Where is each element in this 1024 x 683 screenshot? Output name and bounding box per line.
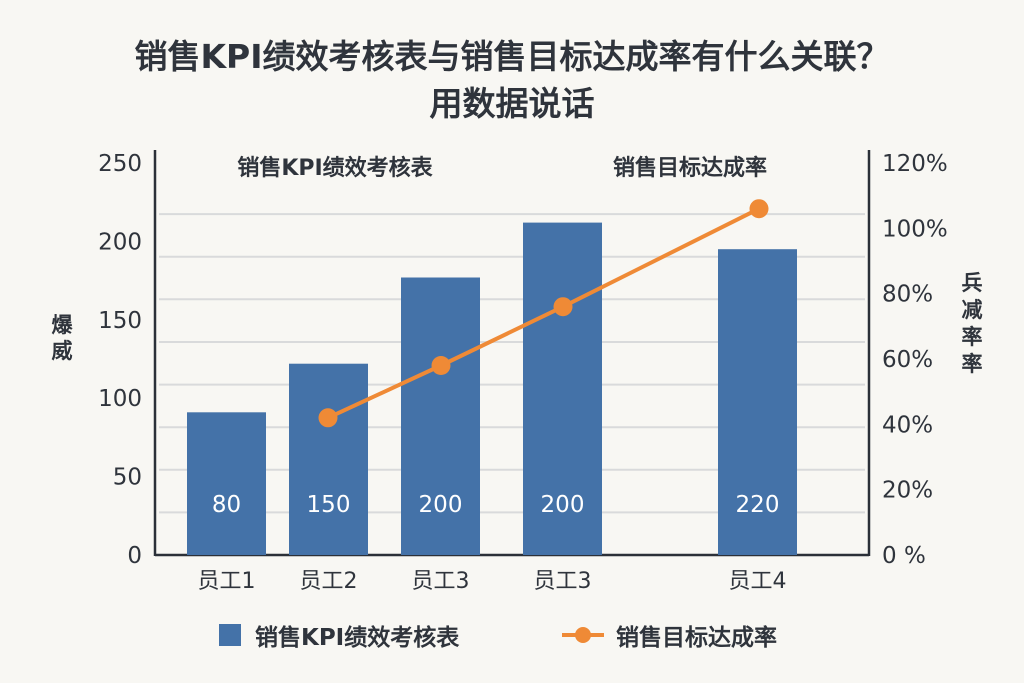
legend-label: 销售目标达成率 — [616, 625, 777, 651]
bar-value-label: 200 — [419, 492, 463, 518]
legend-label: 销售KPI绩效考核表 — [255, 625, 460, 651]
rate-line — [327, 206, 760, 420]
left-y-axis-label: 爆 — [52, 313, 74, 337]
chart-title-line-2: 用数据说话 — [429, 84, 595, 123]
x-category-label: 员工3 — [412, 569, 470, 594]
right-y-tick-label: 0 % — [882, 543, 926, 569]
legend-bar-swatch-icon — [219, 624, 241, 646]
right-y-axis-label: 率 — [962, 325, 983, 349]
legend-line-marker-icon — [562, 625, 608, 645]
chart-title-line-1: 销售KPI绩效考核表与销售目标达成率有什么关联？ — [134, 37, 890, 76]
left-y-tick-label: 100 — [98, 386, 142, 412]
right-y-axis-label: 率 — [962, 352, 983, 376]
left-y-tick-label: 0 — [127, 543, 142, 569]
bar — [187, 412, 266, 555]
bar — [289, 363, 368, 555]
x-category-label: 员工1 — [198, 569, 256, 594]
right-y-tick-label: 100% — [882, 216, 948, 242]
rate-marker — [431, 356, 451, 375]
left-y-tick-label: 150 — [98, 308, 142, 334]
bar — [523, 222, 602, 555]
rate-marker — [553, 297, 573, 317]
bar — [718, 249, 797, 555]
right-y-tick-label: 80% — [882, 282, 933, 308]
x-category-label: 员工3 — [534, 569, 592, 594]
chart-legend: 销售KPI绩效考核表 销售目标达成率 — [0, 617, 1024, 653]
right-y-tick-label: 40% — [882, 412, 933, 438]
bar — [401, 277, 480, 555]
right-y-tick-label: 60% — [882, 347, 933, 373]
bar-value-label: 80 — [212, 492, 241, 518]
legend-item-kpi: 销售KPI绩效考核表 — [219, 617, 459, 653]
inner-annotation-kpi: 销售KPI绩效考核表 — [237, 155, 433, 181]
rate-marker — [749, 199, 769, 219]
legend-item-rate: 销售目标达成率 — [562, 617, 777, 653]
bar-value-label: 150 — [307, 492, 351, 518]
right-y-tick-label: 120% — [882, 151, 948, 177]
left-y-tick-label: 50 — [113, 465, 142, 491]
left-y-tick-label: 250 — [98, 151, 142, 177]
x-category-label: 员工4 — [729, 569, 787, 594]
x-category-label: 员工2 — [300, 569, 358, 594]
bar-value-label: 200 — [541, 492, 585, 518]
right-y-axis-label: 兵 — [962, 271, 983, 295]
left-y-tick-label: 200 — [98, 229, 142, 255]
bar-value-label: 220 — [736, 492, 780, 518]
right-y-axis-label: 减 — [962, 298, 983, 322]
rate-marker — [318, 408, 338, 428]
inner-annotation-rate: 销售目标达成率 — [613, 155, 767, 181]
left-y-axis-label: 威 — [52, 339, 73, 363]
right-y-tick-label: 20% — [882, 478, 933, 504]
